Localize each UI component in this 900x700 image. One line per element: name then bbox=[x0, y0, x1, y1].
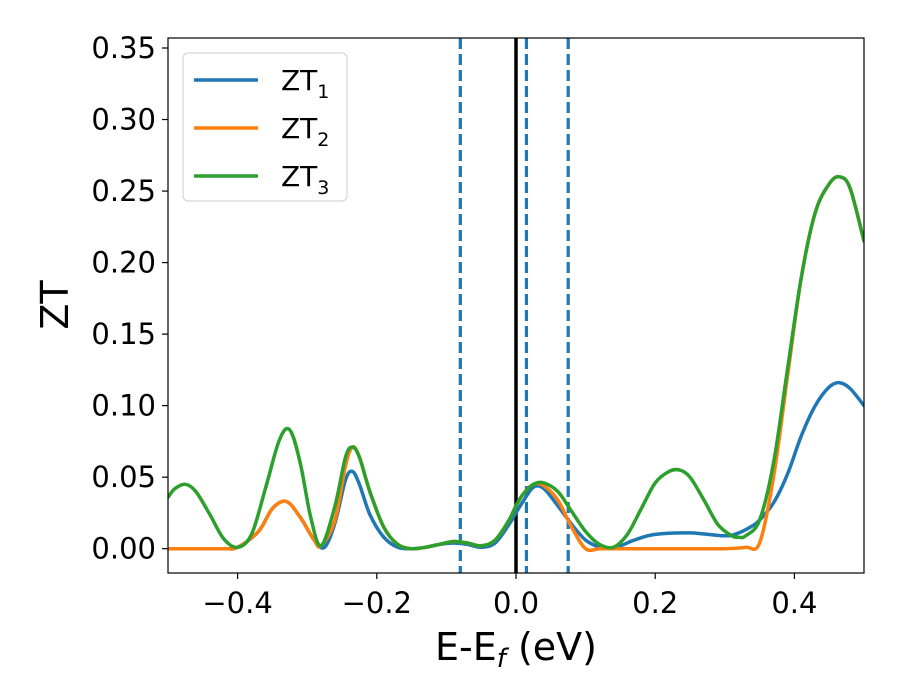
y-tick-label: 0.10 bbox=[91, 389, 156, 423]
legend: ZT1 ZT2 ZT3 bbox=[182, 52, 348, 202]
x-tick-label: 0.0 bbox=[493, 586, 539, 620]
x-tick-label: 0.2 bbox=[632, 586, 678, 620]
y-tick-label: 0.30 bbox=[91, 103, 156, 137]
legend-box bbox=[182, 52, 348, 202]
x-axis: −0.4 −0.2 0.0 0.2 0.4 bbox=[202, 573, 817, 620]
y-tick-label: 0.15 bbox=[91, 317, 156, 351]
y-axis: 0.00 0.05 0.10 0.15 0.20 0.25 0.30 0.35 bbox=[91, 31, 168, 566]
y-tick-label: 0.00 bbox=[91, 532, 156, 566]
x-axis-label: E-Ef (eV) bbox=[435, 625, 597, 674]
series-layer bbox=[168, 174, 864, 553]
y-tick-label: 0.35 bbox=[91, 31, 156, 65]
y-axis-label: ZT bbox=[33, 280, 77, 330]
y-tick-label: 0.05 bbox=[91, 460, 156, 494]
y-tick-label: 0.20 bbox=[91, 246, 156, 280]
legend-label-zt2: ZT2 bbox=[281, 112, 329, 151]
x-tick-label: 0.4 bbox=[771, 586, 817, 620]
y-tick-label: 0.25 bbox=[91, 174, 156, 208]
x-tick-label: −0.2 bbox=[342, 586, 412, 620]
series-line-zt3 bbox=[168, 174, 864, 551]
legend-label-zt3: ZT3 bbox=[281, 160, 329, 199]
x-tick-label: −0.4 bbox=[202, 586, 272, 620]
legend-label-zt1: ZT1 bbox=[281, 64, 329, 103]
reference-lines bbox=[458, 38, 570, 573]
